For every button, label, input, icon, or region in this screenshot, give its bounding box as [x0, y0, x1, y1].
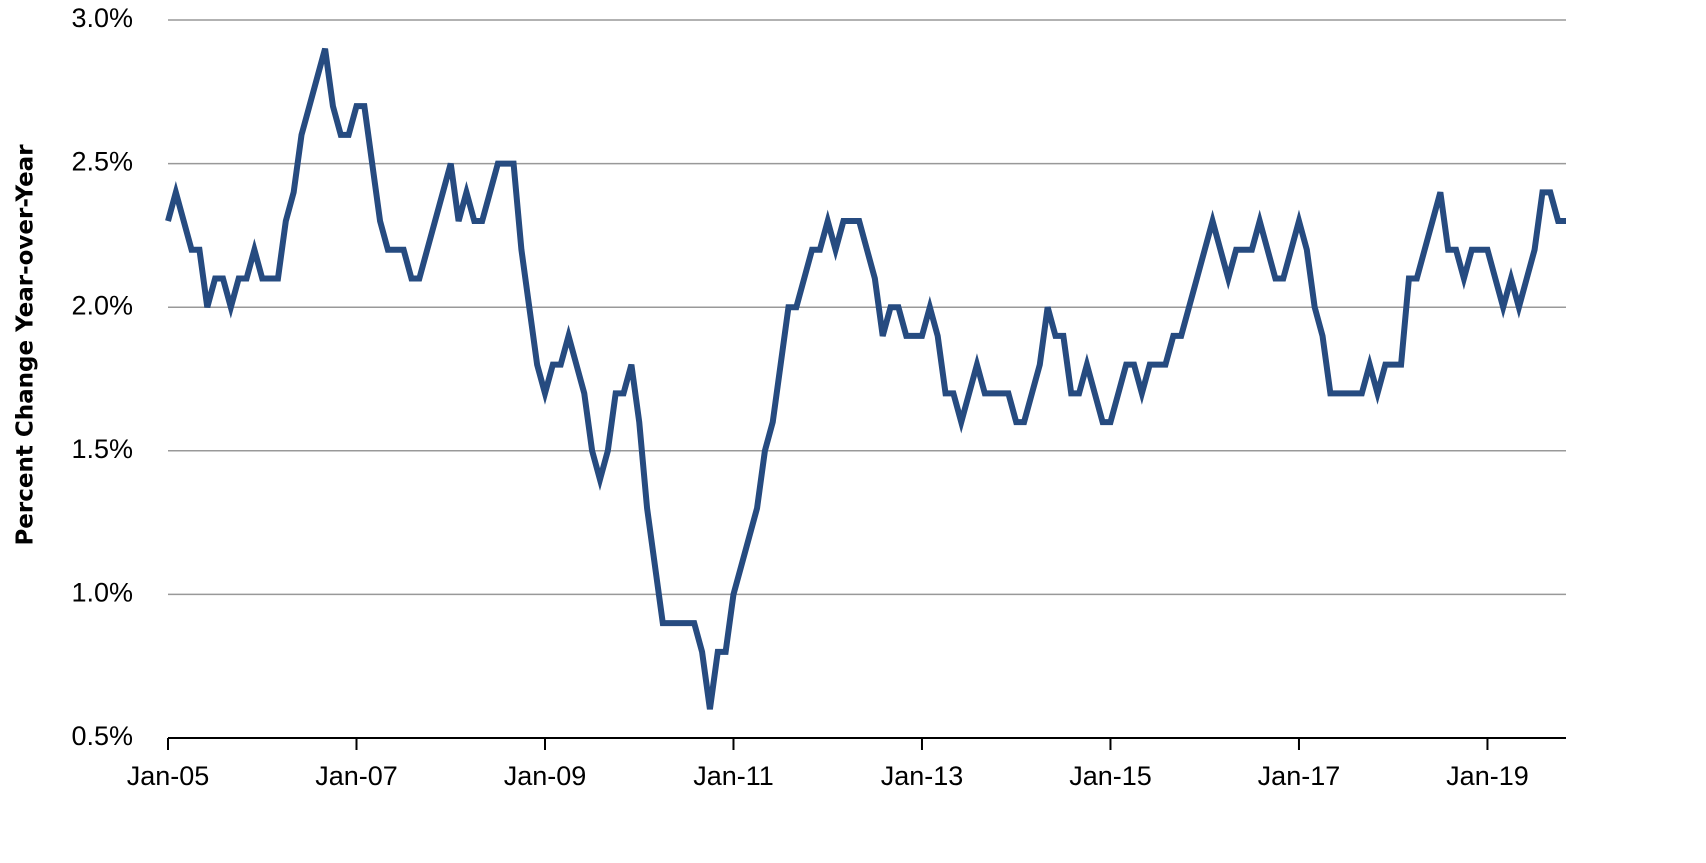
y-tick-label: 1.5%	[71, 434, 133, 464]
x-tick-label: Jan-15	[1069, 761, 1152, 791]
x-tick-label: Jan-07	[315, 761, 398, 791]
x-tick-label: Jan-17	[1258, 761, 1341, 791]
x-tick-label: Jan-05	[127, 761, 210, 791]
x-tick-label: Jan-19	[1446, 761, 1529, 791]
x-tick-label: Jan-13	[881, 761, 964, 791]
y-axis-label: Percent Change Year-over-Year	[13, 144, 39, 546]
y-tick-label: 0.5%	[71, 721, 133, 751]
y-tick-label: 1.0%	[71, 578, 133, 608]
data-line	[165, 47, 1566, 710]
x-tick-label: Jan-11	[693, 761, 774, 791]
y-tick-label: 2.5%	[71, 147, 133, 177]
y-tick-label: 2.0%	[71, 290, 133, 320]
y-tick-label: 3.0%	[71, 3, 133, 33]
x-tick-label: Jan-09	[504, 761, 587, 791]
